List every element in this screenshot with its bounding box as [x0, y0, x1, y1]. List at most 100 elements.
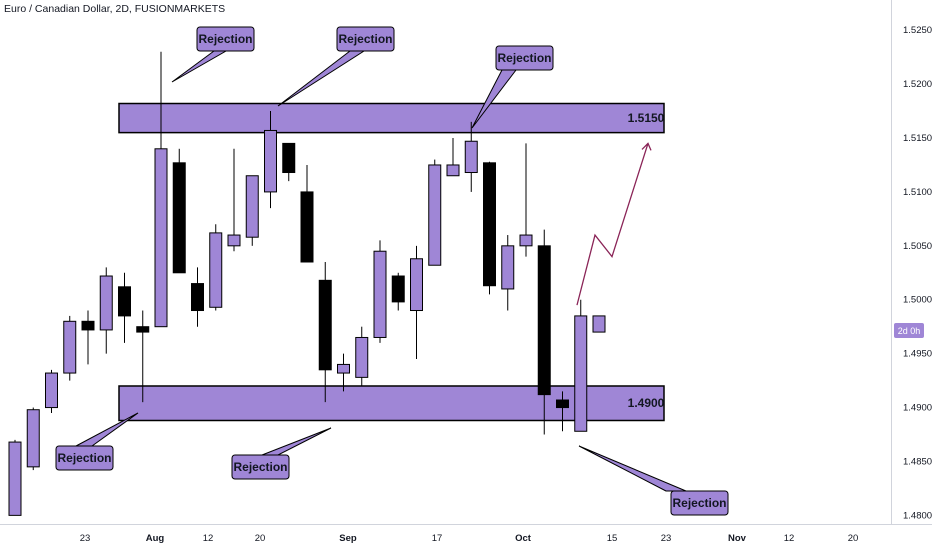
candle	[519, 143, 533, 257]
candle	[136, 310, 150, 403]
candle	[26, 407, 40, 471]
rejection-callout[interactable]: Rejection	[55, 412, 139, 471]
callout-box	[196, 26, 255, 52]
candle-body-bull	[446, 164, 460, 177]
callout-label: Rejection	[57, 451, 111, 465]
price-tag: 2d 0h	[894, 323, 924, 338]
time-tick-label: 12	[203, 533, 214, 544]
candle-body-bull	[26, 409, 40, 468]
candles-layer	[8, 51, 606, 516]
price-tick-label: 1.50500	[903, 241, 932, 252]
time-axis[interactable]: 23 Aug 12 20 Sep 17 Oct 15 23 Nov 12 20	[80, 533, 859, 544]
rejection-callout[interactable]: Rejection	[231, 427, 332, 480]
candle-body-bear	[191, 283, 204, 312]
time-tick-label: 20	[848, 533, 859, 544]
rejection-callout[interactable]: Rejection	[171, 26, 255, 83]
rejection-callout[interactable]: Rejection	[471, 45, 554, 129]
candle	[592, 315, 606, 333]
callout-box	[336, 26, 395, 52]
callouts-layer: Rejection Rejection Rejection Rejection Reje…	[55, 26, 729, 516]
candle	[501, 235, 515, 311]
price-tag-box	[894, 323, 924, 338]
candle	[483, 161, 496, 295]
candle-body-bull	[464, 140, 478, 174]
price-tick-label: 1.50000	[903, 295, 932, 306]
time-tick-label: 23	[80, 533, 91, 544]
zones-layer: 1.5150 1.4900	[118, 102, 665, 422]
callout-pointer	[75, 412, 139, 447]
price-tick-label: 1.52500	[903, 25, 932, 36]
time-tick-label: 17	[432, 533, 443, 544]
candle-body-bear	[136, 326, 150, 333]
rejection-callout[interactable]: Rejection	[578, 445, 729, 516]
time-tick-label: Oct	[515, 533, 532, 544]
candle	[8, 439, 22, 516]
candle-body-bear	[300, 191, 314, 263]
time-tick-label: Aug	[146, 533, 165, 544]
price-tick-label: 1.49500	[903, 349, 932, 360]
candle	[264, 111, 277, 209]
callout-box	[231, 454, 290, 480]
candle-body-bull	[410, 258, 423, 312]
candle-body-bear	[483, 162, 496, 287]
candle	[428, 159, 442, 266]
candle-body-bull	[209, 232, 223, 308]
candle	[154, 51, 168, 328]
candle-body-bull	[574, 315, 588, 432]
callout-pointer	[171, 50, 228, 83]
candle	[191, 267, 204, 327]
candle-body-bull	[355, 336, 369, 378]
callout-label: Rejection	[497, 51, 551, 65]
candle	[63, 315, 77, 381]
candle	[355, 326, 369, 386]
candle-body-bear	[556, 399, 569, 409]
callout-pointer	[277, 50, 366, 107]
candle	[209, 224, 223, 311]
callout-box	[670, 490, 729, 516]
callout-label: Rejection	[233, 460, 287, 474]
candle	[245, 175, 259, 246]
zone-resistance[interactable]	[118, 102, 665, 134]
candle-body-bull	[592, 315, 606, 333]
candle-body-bull	[154, 148, 168, 328]
candle	[99, 267, 113, 354]
candle-body-bear	[172, 162, 186, 274]
candle	[391, 272, 405, 311]
candle-body-bull	[501, 245, 515, 290]
price-tick-label: 1.48500	[903, 456, 932, 467]
projection-path	[576, 143, 649, 306]
price-tick-label: 1.51000	[903, 187, 932, 198]
candle-body-bull	[63, 320, 77, 374]
callout-pointer	[578, 445, 687, 492]
candle	[45, 369, 58, 413]
candle	[118, 272, 131, 343]
time-tick-label: Nov	[728, 533, 747, 544]
callout-label: Rejection	[198, 32, 252, 46]
candle	[410, 245, 423, 360]
chart-title: Euro / Canadian Dollar, 2D, FUSIONMARKET…	[4, 3, 226, 15]
candle-body-bear	[282, 142, 296, 174]
rejection-callout[interactable]: Rejection	[277, 26, 395, 107]
projection-arrowhead	[641, 142, 652, 151]
candle	[227, 148, 241, 252]
candle-body-bull	[245, 175, 259, 238]
zone-label: 1.5150	[628, 111, 665, 125]
candle	[282, 142, 296, 182]
candle	[172, 148, 186, 274]
candle	[556, 391, 569, 432]
price-tick-label: 1.51500	[903, 133, 932, 144]
time-tick-label: 23	[661, 533, 672, 544]
candle	[446, 138, 460, 177]
candle-body-bear	[537, 245, 551, 396]
price-axis[interactable]: 1.52500 1.52000 1.51500 1.51000 1.50500 1.500…	[903, 25, 932, 521]
zone-support[interactable]	[118, 385, 665, 422]
candle-body-bull	[45, 372, 58, 409]
candle-body-bull	[373, 250, 387, 338]
time-tick-label: 20	[255, 533, 266, 544]
candle-body-bear	[391, 275, 405, 303]
candle	[537, 229, 551, 435]
price-tag-label: 2d 0h	[898, 326, 921, 336]
candle	[574, 299, 588, 432]
time-tick-label: 12	[784, 533, 795, 544]
